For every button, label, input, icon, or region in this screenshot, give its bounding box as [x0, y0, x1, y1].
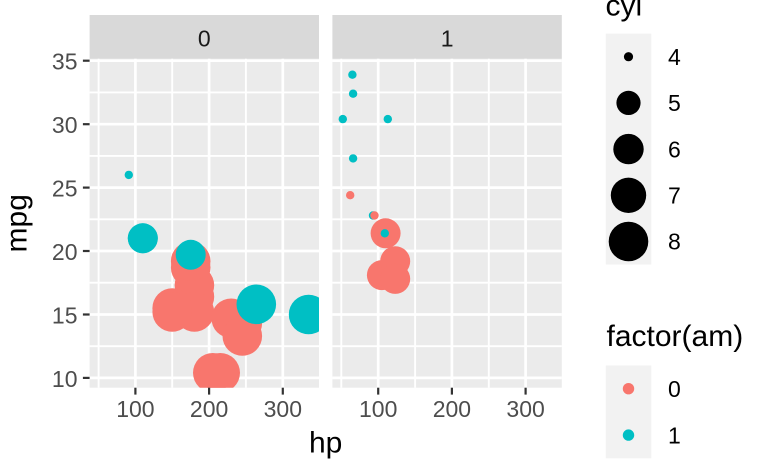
svg-text:5: 5 — [668, 90, 681, 116]
svg-text:35: 35 — [52, 49, 78, 75]
svg-text:30: 30 — [52, 112, 78, 138]
svg-text:factor(am): factor(am) — [607, 320, 744, 353]
svg-text:hp: hp — [309, 427, 342, 460]
svg-text:4: 4 — [668, 44, 681, 70]
svg-text:100: 100 — [359, 396, 397, 422]
svg-text:25: 25 — [52, 176, 78, 202]
svg-text:20: 20 — [52, 239, 78, 265]
svg-text:0: 0 — [198, 25, 211, 51]
svg-text:1: 1 — [668, 422, 681, 448]
svg-text:10: 10 — [52, 366, 78, 392]
svg-text:8: 8 — [668, 229, 681, 255]
svg-text:mpg: mpg — [1, 194, 34, 252]
svg-text:1: 1 — [441, 25, 454, 51]
svg-text:300: 300 — [264, 396, 302, 422]
svg-text:15: 15 — [52, 303, 78, 329]
svg-text:100: 100 — [116, 396, 154, 422]
svg-text:300: 300 — [506, 396, 544, 422]
svg-text:0: 0 — [668, 376, 681, 402]
svg-text:200: 200 — [190, 396, 228, 422]
svg-text:200: 200 — [433, 396, 471, 422]
svg-text:cyl: cyl — [606, 0, 643, 22]
svg-text:7: 7 — [668, 183, 681, 209]
svg-text:6: 6 — [668, 136, 681, 162]
